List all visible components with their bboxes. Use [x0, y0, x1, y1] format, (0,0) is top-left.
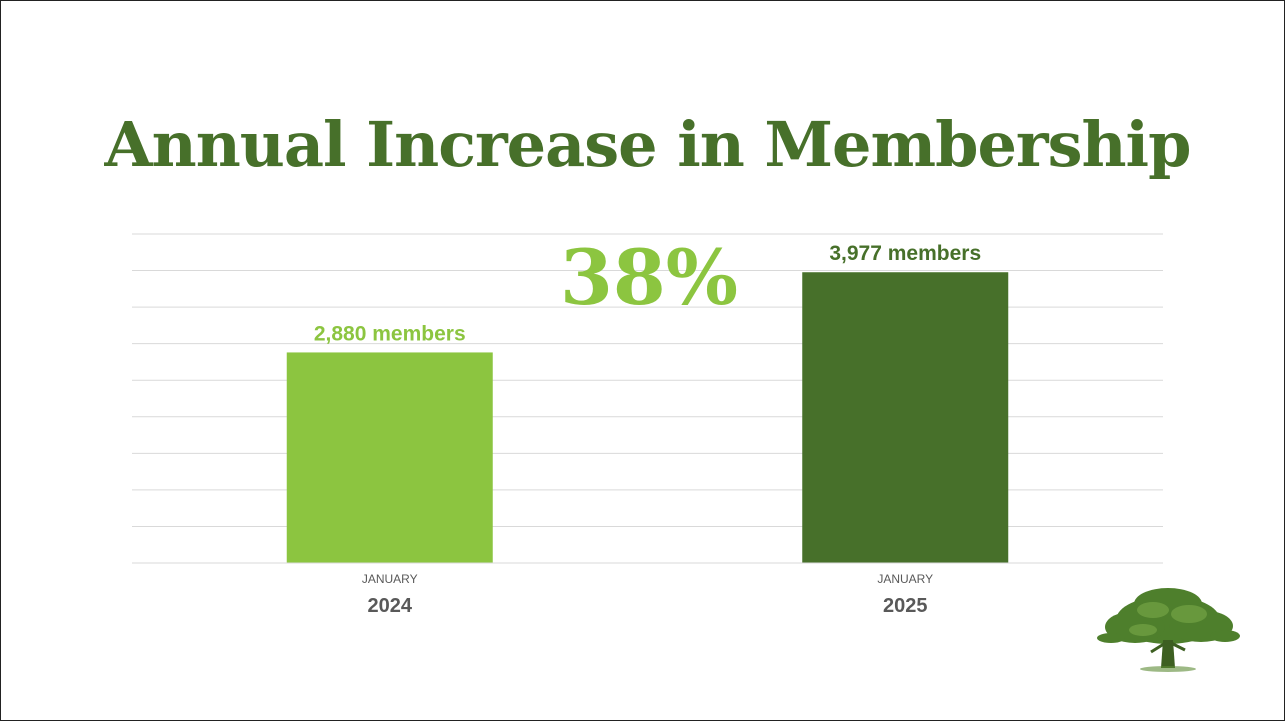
slide-title: Annual Increase in Membership — [104, 108, 1192, 181]
bars — [286, 272, 1009, 563]
category-month-label: JANUARY — [362, 572, 418, 586]
increase-percentage: 38% — [560, 233, 738, 322]
category-year-label: 2024 — [368, 595, 413, 617]
category-axis: JANUARY 2024 JANUARY 2025 — [132, 562, 1163, 617]
data-label-2024: 2,880 members — [314, 322, 466, 345]
category-year-label: 2025 — [883, 595, 928, 617]
bar-2025 — [802, 272, 1009, 563]
data-label-2025: 3,977 members — [829, 242, 981, 265]
category-month-label: JANUARY — [877, 572, 933, 586]
tree-icon — [1097, 588, 1240, 672]
data-labels: 2,880 members 3,977 members — [314, 242, 981, 345]
bar-2024 — [286, 352, 493, 563]
